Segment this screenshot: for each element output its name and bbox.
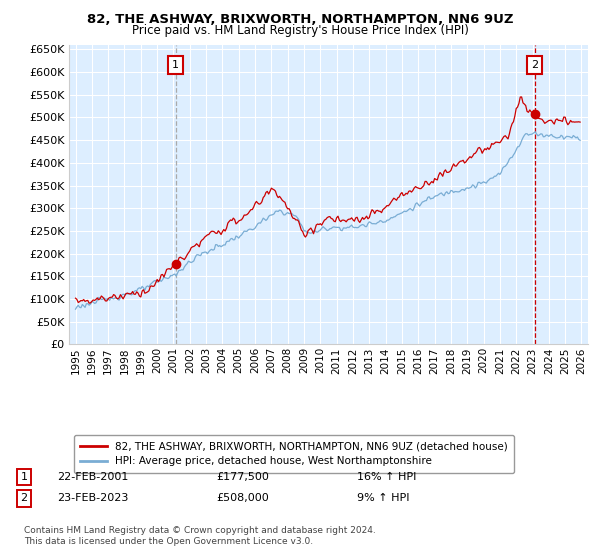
Text: 2: 2 — [20, 493, 28, 503]
Text: 1: 1 — [172, 60, 179, 70]
Text: 1: 1 — [20, 472, 28, 482]
Text: £177,500: £177,500 — [216, 472, 269, 482]
Text: 16% ↑ HPI: 16% ↑ HPI — [357, 472, 416, 482]
Text: 2: 2 — [531, 60, 538, 70]
Text: 9% ↑ HPI: 9% ↑ HPI — [357, 493, 409, 503]
Text: 82, THE ASHWAY, BRIXWORTH, NORTHAMPTON, NN6 9UZ: 82, THE ASHWAY, BRIXWORTH, NORTHAMPTON, … — [87, 13, 513, 26]
Text: Contains HM Land Registry data © Crown copyright and database right 2024.
This d: Contains HM Land Registry data © Crown c… — [24, 526, 376, 546]
Text: £508,000: £508,000 — [216, 493, 269, 503]
Text: Price paid vs. HM Land Registry's House Price Index (HPI): Price paid vs. HM Land Registry's House … — [131, 24, 469, 37]
Legend: 82, THE ASHWAY, BRIXWORTH, NORTHAMPTON, NN6 9UZ (detached house), HPI: Average p: 82, THE ASHWAY, BRIXWORTH, NORTHAMPTON, … — [74, 435, 514, 473]
Text: 23-FEB-2023: 23-FEB-2023 — [57, 493, 128, 503]
Text: 22-FEB-2001: 22-FEB-2001 — [57, 472, 128, 482]
